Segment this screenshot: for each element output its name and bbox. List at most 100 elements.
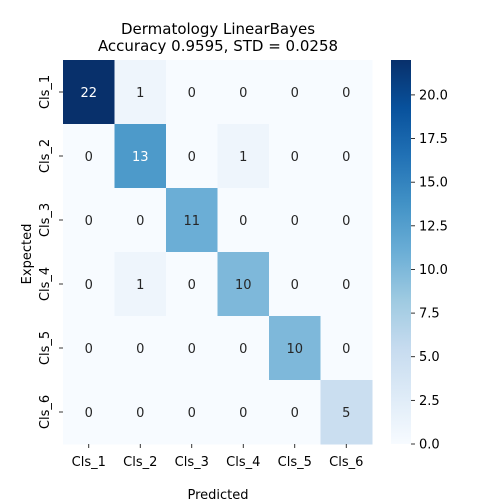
heatmap-cell-labels: 22 1 0 0 0 00 13 0 1 0 00 0 11 0 0 00 1 0 10 0 00 0 0 0 10 00 0 0 0 0…: [80, 86, 350, 421]
cell-value-r4-c6: 0: [342, 278, 350, 293]
colorbar: [391, 60, 411, 444]
y-axis-ticks: Cls_1 Cls_2 Cls_3 Cls_4 Cls_5 Cls_6: [38, 75, 63, 429]
cell-r4-c6: [320, 252, 373, 317]
cell-r2-c4: [217, 124, 270, 189]
cell-r1-c6: [320, 60, 373, 125]
x-tick-label-5: Cls_5: [278, 455, 312, 470]
cell-value-r5-c5: 10: [286, 342, 303, 357]
colorbar-tick-label-8: 17.5: [419, 132, 448, 147]
cell-value-r5-c6: 0: [342, 342, 350, 357]
x-tick-label-3: Cls_3: [175, 455, 209, 470]
cell-value-r2-c1: 0: [85, 150, 93, 165]
cell-value-r1-c2: 1: [136, 86, 144, 101]
cell-value-r1-c5: 0: [291, 86, 299, 101]
x-tick-label-1: Cls_1: [72, 455, 106, 470]
colorbar-tick-label-6: 12.5: [419, 219, 448, 234]
x-tick-label-6: Cls_6: [329, 455, 363, 470]
cell-r2-c5: [269, 124, 321, 189]
y-axis-label: Expected: [20, 224, 35, 285]
y-tick-label-1: Cls_1: [38, 75, 53, 109]
cell-r5-c2: [114, 316, 167, 381]
y-tick-label-3: Cls_3: [38, 203, 53, 237]
cell-value-r3-c1: 0: [85, 214, 93, 229]
cell-r5-c4: [217, 316, 270, 381]
cell-r2-c2: [114, 124, 167, 189]
cell-value-r4-c5: 0: [291, 278, 299, 293]
cell-value-r5-c4: 0: [239, 342, 247, 357]
cell-r6-c2: [114, 380, 167, 445]
cell-value-r4-c4: 10: [235, 278, 252, 293]
cell-value-r3-c6: 0: [342, 214, 350, 229]
cell-r2-c3: [166, 124, 218, 189]
cell-r4-c2: [114, 252, 167, 317]
cell-r1-c5: [269, 60, 321, 125]
heatmap-cells: [63, 60, 373, 445]
cell-value-r4-c3: 0: [188, 278, 196, 293]
cell-value-r6-c5: 0: [291, 406, 299, 421]
cell-value-r1-c4: 0: [239, 86, 247, 101]
cell-r1-c2: [114, 60, 167, 125]
cell-value-r4-c2: 1: [136, 278, 144, 293]
y-tick-label-4: Cls_4: [38, 267, 53, 301]
colorbar-tick-label-4: 7.5: [419, 307, 440, 322]
colorbar-tick-label-9: 20.0: [419, 88, 448, 103]
cell-r4-c3: [166, 252, 218, 317]
x-tick-label-4: Cls_4: [226, 455, 260, 470]
colorbar-tick-label-7: 15.0: [419, 176, 448, 191]
cell-r6-c6: [320, 380, 373, 445]
colorbar-tick-label-2: 2.5: [419, 394, 440, 409]
chart-title-line-2: Accuracy 0.9595, STD = 0.0258: [98, 37, 338, 55]
cell-r5-c1: [63, 316, 115, 381]
cell-r3-c5: [269, 188, 321, 253]
cell-value-r6-c2: 0: [136, 406, 144, 421]
cell-r4-c5: [269, 252, 321, 317]
cell-r4-c4: [217, 252, 270, 317]
colorbar-ticks: 0.0 2.5 5.0 7.5 10.0 12.5 15.0 17.5 20.0: [411, 88, 448, 453]
cell-r5-c6: [320, 316, 373, 381]
cell-value-r3-c4: 0: [239, 214, 247, 229]
cell-value-r2-c4: 1: [239, 150, 247, 165]
colorbar-tick-label-5: 10.0: [419, 263, 448, 278]
colorbar-tick-label-3: 5.0: [419, 350, 440, 365]
x-tick-label-2: Cls_2: [123, 455, 157, 470]
cell-r6-c5: [269, 380, 321, 445]
cell-r5-c5: [269, 316, 321, 381]
cell-value-r1-c6: 0: [342, 86, 350, 101]
cell-value-r4-c1: 0: [85, 278, 93, 293]
cell-r4-c1: [63, 252, 115, 317]
cell-value-r5-c2: 0: [136, 342, 144, 357]
cell-r1-c1: [63, 60, 115, 125]
cell-value-r2-c3: 0: [188, 150, 196, 165]
cell-value-r6-c6: 5: [342, 406, 350, 421]
y-tick-label-6: Cls_6: [38, 395, 53, 429]
colorbar-tick-label-1: 0.0: [419, 438, 440, 453]
cell-r6-c3: [166, 380, 218, 445]
cell-r5-c3: [166, 316, 218, 381]
cell-r3-c3: [166, 188, 218, 253]
cell-value-r3-c3: 11: [183, 214, 200, 229]
y-tick-label-5: Cls_5: [38, 331, 53, 365]
x-axis-ticks: Cls_1 Cls_2 Cls_3 Cls_4 Cls_5 Cls_6: [72, 444, 363, 470]
cell-value-r2-c5: 0: [291, 150, 299, 165]
cell-value-r6-c1: 0: [85, 406, 93, 421]
cell-value-r2-c2: 13: [132, 150, 149, 165]
cell-r1-c3: [166, 60, 218, 125]
cell-value-r1-c1: 22: [80, 86, 97, 101]
cell-value-r5-c3: 0: [188, 342, 196, 357]
chart-title-line-1: Dermatology LinearBayes: [121, 20, 315, 38]
cell-value-r1-c3: 0: [188, 86, 196, 101]
cell-r3-c4: [217, 188, 270, 253]
cell-r2-c6: [320, 124, 373, 189]
x-axis-label: Predicted: [187, 488, 248, 500]
cell-value-r6-c4: 0: [239, 406, 247, 421]
cell-r3-c6: [320, 188, 373, 253]
cell-value-r6-c3: 0: [188, 406, 196, 421]
cell-r6-c4: [217, 380, 270, 445]
cell-value-r5-c1: 0: [85, 342, 93, 357]
cell-value-r2-c6: 0: [342, 150, 350, 165]
cell-value-r3-c2: 0: [136, 214, 144, 229]
cell-r6-c1: [63, 380, 115, 445]
cell-r2-c1: [63, 124, 115, 189]
y-tick-label-2: Cls_2: [38, 139, 53, 173]
